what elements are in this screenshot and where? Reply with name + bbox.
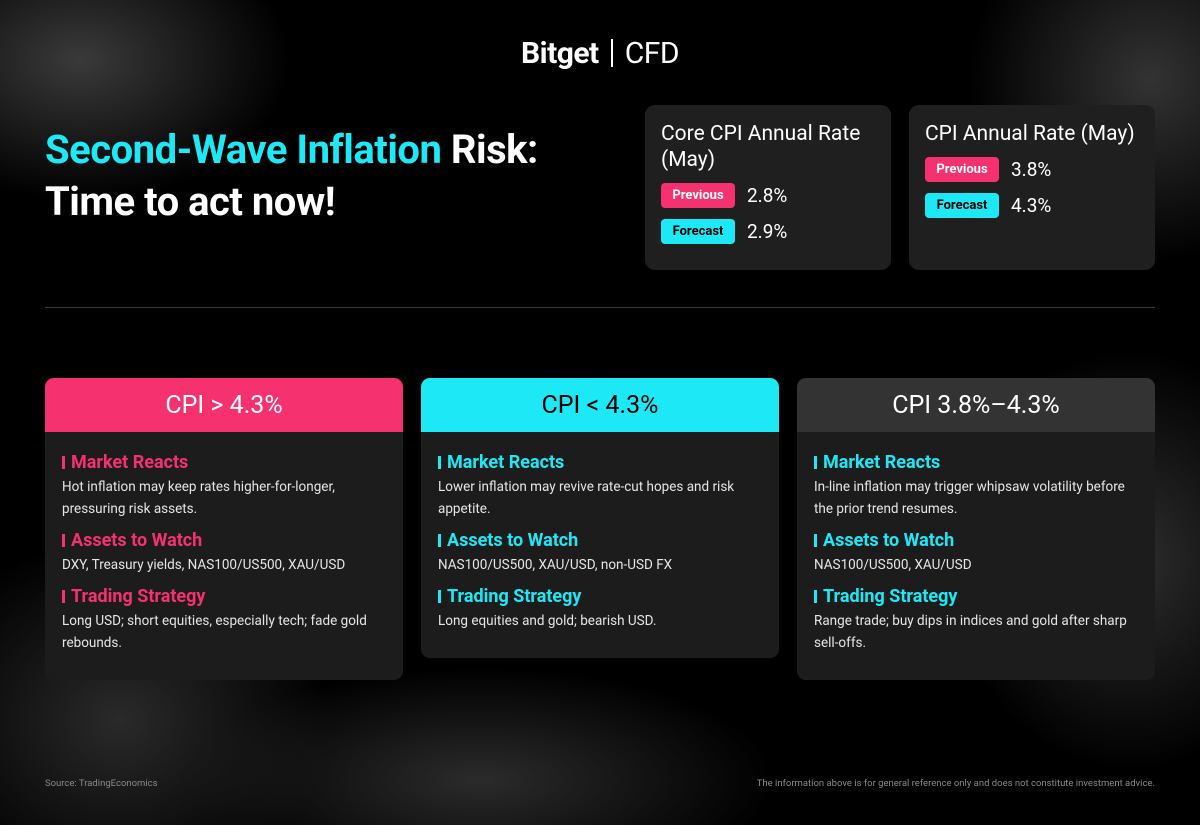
section-heading-text: Assets to Watch (447, 530, 579, 551)
section-heading: Trading Strategy (438, 586, 763, 607)
stat-value: 2.8% (747, 184, 788, 207)
scenario-body: Market Reacts In-line inflation may trigg… (797, 432, 1155, 680)
heading-marker (62, 534, 65, 547)
section-heading: Trading Strategy (62, 586, 387, 607)
stat-card: Core CPI Annual Rate (May) Previous 2.8% Fo… (645, 105, 891, 270)
headline-line2: Time to act now! (45, 178, 336, 225)
section-heading: Trading Strategy (814, 586, 1139, 607)
stat-label: Previous (925, 157, 999, 182)
disclaimer: The information above is for general ref… (756, 778, 1155, 789)
scenario-header: CPI < 4.3% (421, 378, 779, 432)
heading-marker (62, 590, 65, 603)
brand: Bitget (520, 36, 599, 71)
section-heading: Assets to Watch (438, 530, 763, 551)
section-body: Range trade; buy dips in indices and gol… (814, 613, 1127, 651)
stat-value: 3.8% (1011, 158, 1052, 181)
stat-row: Previous 3.8% (925, 157, 1139, 182)
section-heading: Market Reacts (814, 452, 1139, 473)
stat-row: Previous 2.8% (661, 183, 875, 208)
headline: Second-Wave Inflation Risk: Time to act n… (45, 124, 538, 228)
stat-label: Forecast (661, 219, 735, 244)
stat-row: Forecast 4.3% (925, 193, 1139, 218)
stat-value: 4.3% (1011, 194, 1052, 217)
section-body: NAS100/US500, XAU/USD, non-USD FX (438, 557, 673, 573)
stat-title: Core CPI Annual Rate (May) (661, 122, 861, 172)
section-heading-text: Assets to Watch (823, 530, 955, 551)
headline-rest: Risk: (450, 126, 538, 173)
heading-marker (438, 456, 441, 469)
section-body: DXY, Treasury yields, NAS100/US500, XAU/… (62, 557, 346, 573)
section-heading-text: Assets to Watch (71, 530, 203, 551)
section-body: Long USD; short equities, especially tec… (62, 613, 367, 651)
section-heading-text: Trading Strategy (823, 586, 958, 607)
scenario-body: Market Reacts Hot inflation may keep rate… (45, 432, 403, 680)
section-heading: Assets to Watch (814, 530, 1139, 551)
section-heading-text: Trading Strategy (71, 586, 206, 607)
section-heading: Assets to Watch (62, 530, 387, 551)
section-body: In-line inflation may trigger whipsaw vo… (814, 479, 1125, 517)
section-heading: Market Reacts (62, 452, 387, 473)
section-heading-text: Market Reacts (823, 452, 941, 473)
headline-highlight: Second-Wave Inflation (45, 126, 442, 173)
logo-separator (610, 39, 613, 67)
section-body: Lower inflation may revive rate-cut hope… (438, 479, 735, 517)
section-heading-text: Market Reacts (71, 452, 189, 473)
heading-marker (814, 534, 817, 547)
divider (45, 307, 1155, 308)
heading-marker (814, 456, 817, 469)
heading-marker (438, 534, 441, 547)
heading-marker (814, 590, 817, 603)
heading-marker (62, 456, 65, 469)
stat-title: CPI Annual Rate (May) (925, 122, 1135, 146)
section-heading: Market Reacts (438, 452, 763, 473)
section-heading-text: Trading Strategy (447, 586, 582, 607)
stat-label: Previous (661, 183, 735, 208)
scenario-card: CPI > 4.3% Market Reacts Hot inflation may… (45, 378, 403, 680)
source: Source: TradingEconomics (45, 778, 158, 789)
section-heading-text: Market Reacts (447, 452, 565, 473)
heading-marker (438, 590, 441, 603)
stat-row: Forecast 2.9% (661, 219, 875, 244)
scenario-body: Market Reacts Lower inflation may revive … (421, 432, 779, 658)
section-body: NAS100/US500, XAU/USD (814, 557, 972, 573)
scenario-card: CPI 3.8%–4.3% Market Reacts In-line inflat… (797, 378, 1155, 680)
scenario-header: CPI 3.8%–4.3% (797, 378, 1155, 432)
scenario-card: CPI < 4.3% Market Reacts Lower inflation m… (421, 378, 779, 658)
product: CFD (624, 36, 680, 71)
section-body: Long equities and gold; bearish USD. (438, 613, 657, 629)
logo: Bitget CFD (0, 36, 1200, 71)
stat-value: 2.9% (747, 220, 788, 243)
scenario-header: CPI > 4.3% (45, 378, 403, 432)
section-body: Hot inflation may keep rates higher-for-… (62, 479, 335, 517)
stat-label: Forecast (925, 193, 999, 218)
stat-card: CPI Annual Rate (May) Previous 3.8% Forecas… (909, 105, 1155, 270)
